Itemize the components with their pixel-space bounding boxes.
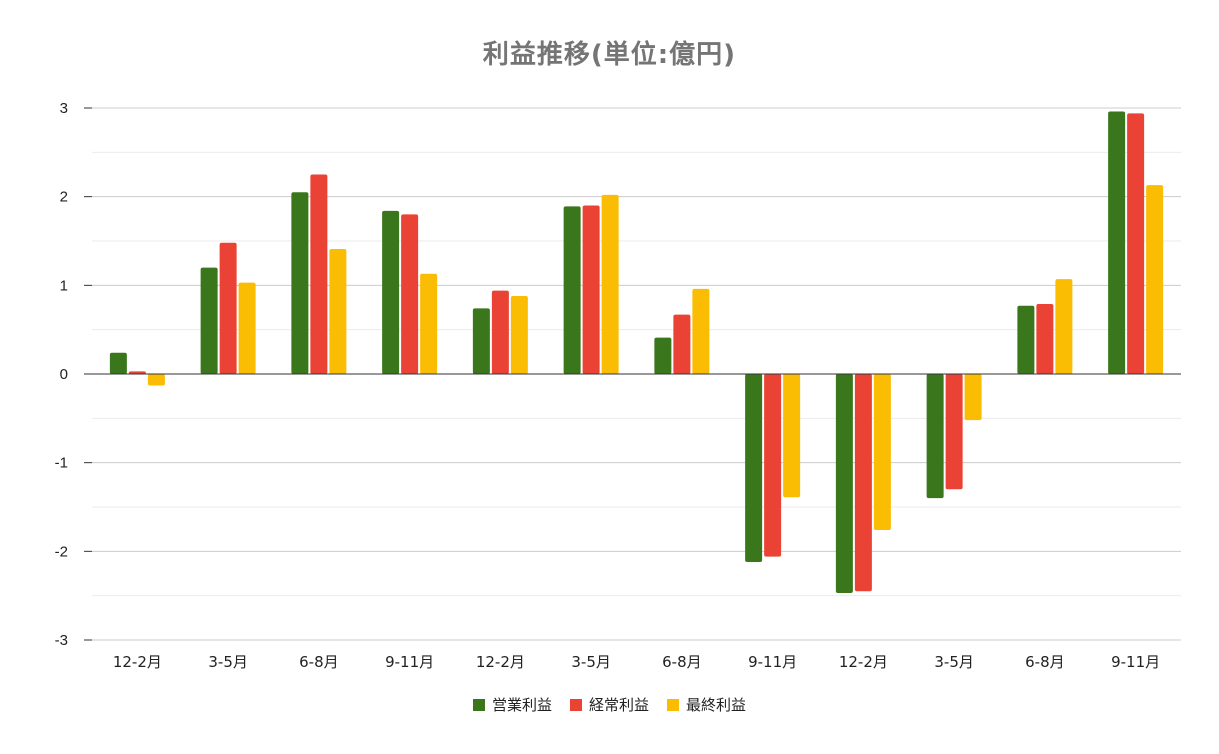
bar	[745, 374, 763, 562]
bar	[1017, 305, 1035, 374]
bar	[582, 205, 600, 374]
x-tick-label: 3-5月	[934, 653, 974, 671]
bar	[1055, 279, 1073, 374]
x-axis-ticks: 12-2月 3-5月 6-8月 9-11月 12-2月 3-5月 6-8月 9-11月 12-2…	[113, 653, 1160, 671]
bar	[109, 352, 127, 374]
legend-swatch	[667, 698, 679, 711]
y-tick-label: -3	[55, 632, 68, 649]
bar	[420, 273, 438, 374]
x-tick-label: 6-8月	[1025, 653, 1065, 671]
y-tick-label: 0	[60, 366, 68, 383]
x-tick-label: 9-11月	[1111, 653, 1160, 671]
bar	[764, 374, 782, 557]
bar	[563, 206, 581, 374]
bar	[329, 248, 347, 374]
bar	[673, 314, 691, 374]
legend-label: 営業利益	[491, 696, 552, 714]
bar	[854, 374, 872, 592]
bar	[692, 288, 710, 374]
bar	[128, 371, 146, 374]
y-axis-ticks: 3 2 1 0 -1 -2 -3	[55, 100, 92, 649]
gridlines	[92, 107, 1181, 641]
legend-swatch	[569, 698, 582, 711]
x-tick-label: 12-2月	[113, 653, 162, 671]
bar	[873, 374, 891, 531]
bar	[654, 337, 672, 374]
bar	[200, 267, 218, 374]
bar	[835, 374, 853, 594]
legend-label: 最終利益	[686, 696, 747, 714]
bar	[1036, 303, 1054, 374]
bar	[964, 374, 982, 421]
legend-swatch	[472, 698, 485, 711]
bar	[491, 290, 509, 374]
bar	[783, 374, 801, 498]
bar	[926, 374, 944, 499]
x-tick-label: 6-8月	[299, 653, 339, 671]
x-tick-label: 3-5月	[208, 653, 248, 671]
legend-item: 営業利益	[472, 694, 552, 715]
bar	[310, 174, 328, 374]
bar	[472, 308, 490, 374]
legend: 営業利益 経常利益 最終利益	[0, 694, 1219, 715]
x-tick-label: 9-11月	[385, 653, 434, 671]
bar	[219, 242, 237, 374]
x-tick-label: 3-5月	[571, 653, 611, 671]
bar	[291, 192, 309, 374]
bar	[382, 210, 400, 374]
bar	[1146, 185, 1164, 374]
bar	[147, 374, 165, 386]
bar	[1108, 111, 1126, 375]
chart-title: 利益推移(単位:億円)	[482, 40, 737, 70]
x-tick-label: 6-8月	[662, 653, 702, 671]
y-tick-label: -2	[55, 543, 68, 560]
y-tick-label: 1	[60, 277, 68, 294]
bar	[510, 295, 528, 374]
bar	[1127, 113, 1145, 374]
bars	[109, 111, 1164, 594]
x-tick-label: 9-11月	[748, 653, 797, 671]
x-tick-label: 12-2月	[476, 653, 525, 671]
legend-label: 経常利益	[588, 696, 649, 714]
y-tick-label: 2	[60, 189, 68, 206]
bar	[238, 282, 256, 374]
legend-item: 経常利益	[569, 694, 649, 715]
y-tick-label: 3	[60, 100, 68, 117]
x-tick-label: 12-2月	[839, 653, 888, 671]
bar	[401, 214, 419, 374]
y-tick-label: -1	[55, 455, 68, 472]
legend-item: 最終利益	[667, 694, 746, 715]
bar	[601, 194, 619, 374]
bar	[945, 374, 963, 490]
